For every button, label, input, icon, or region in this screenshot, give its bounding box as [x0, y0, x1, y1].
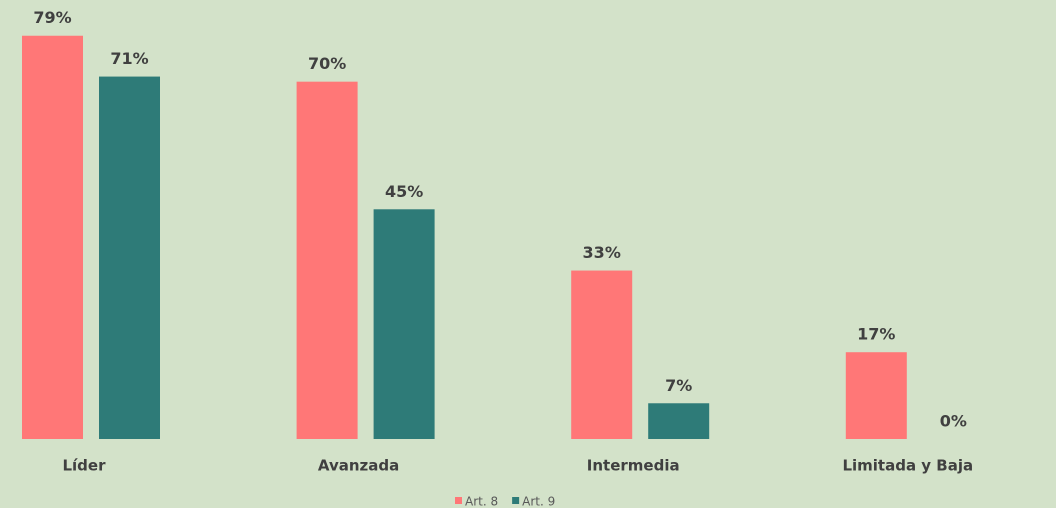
- legend-label: Art. 8: [465, 495, 498, 508]
- legend-swatch: [455, 497, 462, 504]
- bar: [373, 209, 435, 439]
- bar: [22, 35, 83, 440]
- data-label: 71%: [110, 49, 148, 68]
- x-tick-label: Líder: [62, 457, 106, 475]
- data-label: 79%: [33, 8, 71, 27]
- bar: [648, 403, 710, 439]
- legend-label: Art. 9: [522, 495, 555, 508]
- bar: [296, 81, 358, 440]
- data-label: 0%: [940, 412, 967, 431]
- data-label: 45%: [385, 182, 423, 201]
- data-label: 70%: [308, 54, 346, 73]
- x-tick-label: Avanzada: [318, 457, 399, 475]
- data-label: 7%: [665, 376, 692, 395]
- x-tick-label: Limitada y Baja: [842, 457, 973, 475]
- bar: [845, 352, 907, 439]
- x-tick-label: Intermedia: [587, 457, 680, 475]
- bar: [571, 270, 633, 439]
- legend-swatch: [512, 497, 520, 504]
- data-label: 17%: [857, 325, 895, 344]
- data-label: 33%: [583, 243, 621, 262]
- bar: [99, 76, 160, 440]
